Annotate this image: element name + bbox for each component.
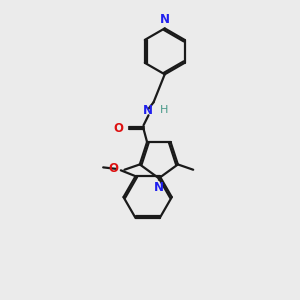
- Text: O: O: [113, 122, 124, 135]
- Text: O: O: [109, 162, 119, 175]
- Text: N: N: [143, 104, 153, 117]
- Text: H: H: [160, 105, 168, 115]
- Text: N: N: [160, 13, 170, 26]
- Text: N: N: [154, 181, 164, 194]
